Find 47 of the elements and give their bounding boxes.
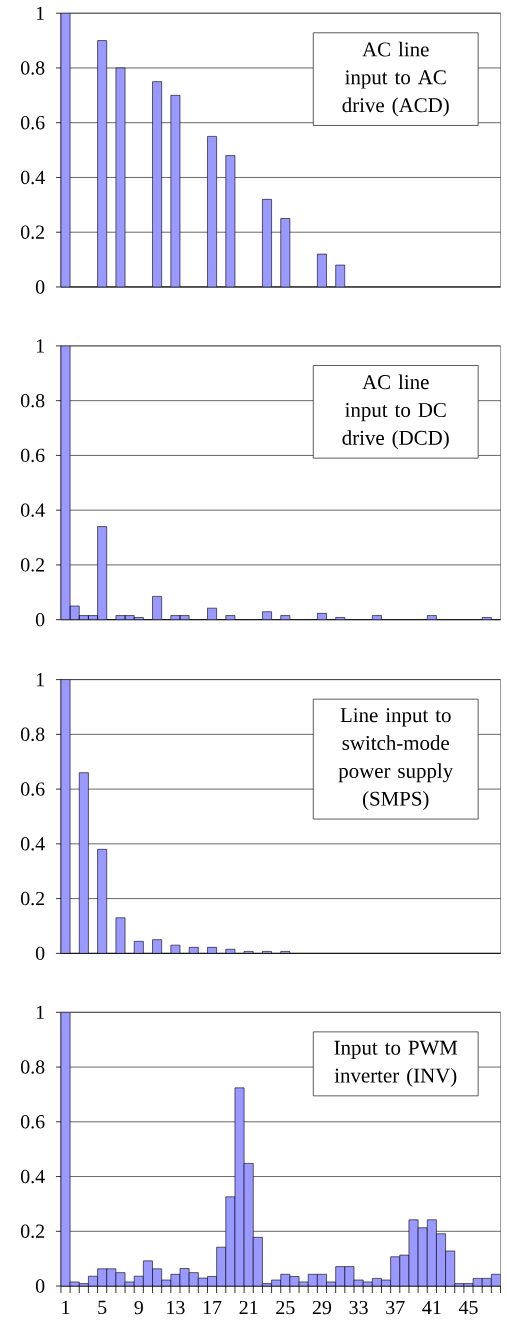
- x-tick-label: 13: [167, 1300, 185, 1315]
- x-tick-label: 9: [134, 1300, 143, 1315]
- y-tick-label: 1: [36, 673, 44, 687]
- y-tick-label: 0.4: [20, 503, 45, 517]
- y-tick-label: 0.6: [20, 782, 45, 796]
- y-tick-label: 0.2: [20, 1224, 44, 1239]
- bar: [188, 947, 199, 954]
- y-tick-label: 0.6: [20, 448, 45, 463]
- bar: [207, 947, 217, 954]
- y-tick-label: 0.2: [20, 891, 44, 906]
- x-tick-label: 21: [239, 1300, 258, 1315]
- x-tick-label: 45: [458, 1300, 478, 1315]
- y-tick-label: 0: [35, 946, 45, 961]
- bar: [115, 917, 126, 954]
- y-tick-label: 1: [36, 1005, 44, 1019]
- chart-title: AC line input to DC drive (DCD): [342, 374, 449, 450]
- x-tick-label: 41: [422, 1300, 441, 1315]
- chart-title: Line input to switch-mode power supply (SMPS): [338, 708, 454, 811]
- x-tick-label: 25: [276, 1300, 295, 1315]
- y-tick-label: 0.2: [20, 558, 44, 572]
- bar: [170, 944, 181, 954]
- chart-title: AC line input to AC drive (ACD): [342, 41, 449, 117]
- y-tick-label: 0.8: [20, 393, 45, 408]
- y-tick-label: 0: [35, 1279, 45, 1293]
- x-tick-label: 17: [203, 1300, 222, 1315]
- y-tick-label: 0.4: [20, 170, 45, 185]
- y-tick-label: 0.4: [20, 837, 45, 851]
- bar: [133, 941, 144, 954]
- y-tick-label: 0: [35, 280, 45, 294]
- x-tick-label: 5: [98, 1300, 107, 1315]
- y-tick-label: 0.2: [20, 225, 44, 239]
- y-tick-label: 1: [36, 339, 44, 353]
- x-tick-label: 1: [62, 1300, 70, 1315]
- bar: [225, 948, 236, 954]
- y-tick-label: 0.4: [20, 1169, 45, 1184]
- bar: [152, 939, 162, 954]
- chart-title: Input to PWM inverter (INV): [334, 1040, 458, 1087]
- y-tick-label: 0.8: [20, 727, 45, 742]
- y-tick-label: 0.8: [20, 61, 45, 75]
- y-tick-label: 0.8: [20, 1060, 45, 1074]
- y-tick-label: 1: [36, 6, 44, 20]
- y-tick-label: 0.6: [20, 1115, 45, 1129]
- x-tick-label: 29: [312, 1300, 331, 1315]
- y-tick-label: 0.6: [20, 115, 45, 130]
- y-tick-label: 0: [35, 612, 45, 627]
- x-tick-label: 37: [386, 1300, 405, 1315]
- x-tick-label: 33: [349, 1300, 368, 1315]
